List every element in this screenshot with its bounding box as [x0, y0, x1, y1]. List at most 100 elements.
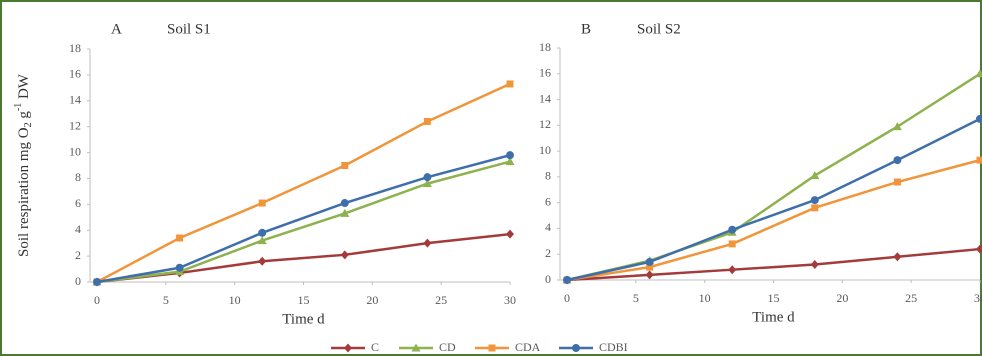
y-axis-title-part: 2	[23, 122, 34, 127]
marker	[976, 114, 982, 123]
y-tick-label: 0	[75, 274, 81, 288]
y-tick-label: 6	[545, 194, 551, 208]
marker	[728, 225, 737, 234]
y-tick-label: 18	[539, 40, 551, 54]
x-tick-label: 25	[435, 293, 447, 307]
marker	[646, 263, 654, 271]
marker	[976, 156, 982, 164]
series-line	[566, 247, 981, 282]
series-line	[566, 117, 981, 282]
x-tick-label: 20	[366, 293, 378, 307]
marker	[505, 157, 515, 166]
x-tick-label: 15	[768, 291, 780, 305]
x-tick-label: 30	[504, 293, 516, 307]
marker	[93, 278, 101, 286]
marker	[258, 199, 266, 207]
x-tick-label: 0	[94, 293, 100, 307]
y-tick-label: 16	[69, 67, 81, 81]
y-tick-label: 16	[539, 66, 551, 80]
panel-title: Soil S1	[167, 21, 211, 37]
y-axis-title-part: DW	[16, 73, 32, 103]
marker	[258, 256, 267, 266]
panel-label: B	[581, 21, 591, 37]
x-tick-label: 20	[836, 291, 848, 305]
marker	[506, 229, 514, 239]
x-tick-label: 30	[974, 291, 982, 305]
marker	[975, 69, 982, 78]
marker	[340, 199, 349, 208]
panel-label: A	[111, 21, 122, 37]
marker	[893, 178, 901, 186]
y-tick-label: 4	[545, 220, 551, 234]
series-line	[566, 158, 981, 282]
marker	[976, 244, 982, 254]
y-tick-label: 12	[539, 117, 551, 131]
marker	[645, 257, 654, 266]
marker	[423, 117, 431, 125]
marker	[728, 240, 736, 248]
marker	[344, 343, 352, 353]
y-tick-label: 18	[69, 41, 81, 55]
series-line	[96, 160, 511, 284]
marker	[728, 265, 737, 275]
marker	[258, 228, 267, 237]
marker	[488, 344, 496, 352]
y-tick-label: 0	[545, 272, 551, 286]
y-tick-label: 2	[545, 246, 551, 260]
y-axis-title: Soil respiration mg O2 g-1 DW	[13, 73, 34, 257]
marker	[572, 344, 580, 352]
legend-label: CD	[439, 340, 456, 354]
x-tick-label: 15	[298, 293, 310, 307]
marker	[563, 276, 571, 284]
series-line	[96, 82, 511, 284]
marker	[423, 238, 432, 248]
series-line	[96, 153, 511, 284]
marker	[506, 151, 514, 160]
y-tick-label: 12	[69, 118, 81, 132]
y-axis-title-part: g	[16, 111, 32, 123]
marker	[340, 208, 350, 217]
marker	[175, 263, 184, 272]
y-tick-label: 8	[75, 170, 81, 184]
legend-label: CDBI	[599, 340, 628, 354]
marker	[811, 204, 819, 212]
y-tick-label: 14	[539, 91, 551, 105]
y-axis-title-part: -1	[13, 103, 24, 111]
y-tick-label: 10	[69, 144, 81, 158]
marker	[810, 196, 819, 205]
marker	[892, 122, 902, 131]
marker	[257, 236, 267, 245]
x-tick-label: 10	[699, 291, 711, 305]
x-tick-label: 25	[905, 291, 917, 305]
x-tick-label: 10	[229, 293, 241, 307]
panel-title: Soil S2	[637, 21, 681, 37]
marker	[810, 260, 819, 270]
x-tick-label: 0	[564, 291, 570, 305]
y-axis-title-part: Soil respiration mg O	[16, 127, 32, 257]
x-tick-label: 5	[633, 291, 639, 305]
marker	[341, 162, 349, 169]
marker	[645, 270, 654, 280]
marker	[423, 173, 432, 182]
x-axis-title: Time d	[752, 309, 795, 325]
marker	[176, 234, 184, 242]
legend-label: CDA	[515, 340, 541, 354]
x-tick-label: 5	[163, 293, 169, 307]
marker	[506, 80, 514, 88]
y-tick-label: 2	[75, 248, 81, 262]
marker	[422, 179, 432, 188]
marker	[893, 156, 902, 165]
y-tick-label: 14	[69, 93, 81, 107]
x-axis-title: Time d	[282, 311, 325, 327]
y-tick-label: 4	[75, 222, 81, 236]
y-tick-label: 6	[75, 196, 81, 210]
legend-label: C	[371, 340, 379, 354]
marker	[411, 343, 421, 352]
y-tick-label: 10	[539, 143, 551, 157]
marker	[893, 252, 902, 262]
y-tick-label: 8	[545, 169, 551, 183]
marker	[810, 171, 820, 180]
marker	[340, 250, 349, 260]
